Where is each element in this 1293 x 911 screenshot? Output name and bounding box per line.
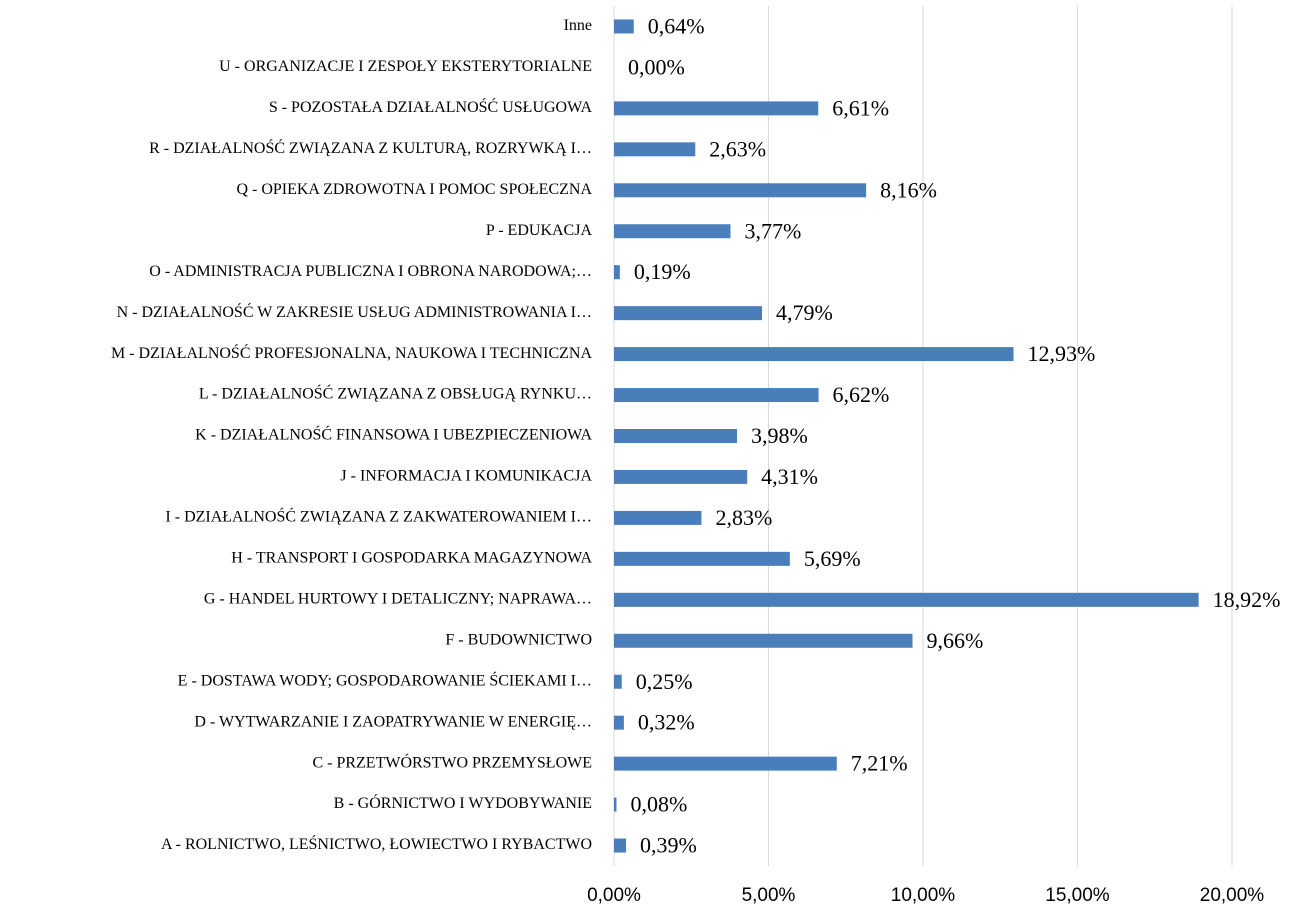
category-label: O - ADMINISTRACJA PUBLICZNA I OBRONA NAR…	[149, 263, 592, 280]
x-tick-label: 15,00%	[1045, 885, 1110, 906]
bar	[614, 183, 867, 198]
category-label: B - GÓRNICTWO I WYDOBYWANIE	[334, 793, 592, 812]
value-label: 0,64%	[648, 14, 705, 39]
category-label: E - DOSTAWA WODY; GOSPODAROWANIE ŚCIEKAM…	[178, 670, 592, 689]
bar	[614, 142, 696, 157]
bar	[614, 510, 702, 525]
bar	[614, 19, 634, 34]
value-label: 0,08%	[630, 792, 687, 817]
value-label: 0,00%	[628, 54, 685, 79]
bar	[614, 388, 819, 403]
x-tick-label: 0,00%	[587, 885, 641, 906]
bar	[614, 674, 622, 689]
value-label: 0,25%	[636, 669, 693, 694]
category-label: H - TRANSPORT I GOSPODARKA MAGAZYNOWA	[231, 550, 592, 567]
value-label: 6,62%	[833, 382, 890, 407]
value-label: 2,83%	[715, 505, 772, 530]
bar	[614, 429, 737, 443]
category-label: R - DZIAŁALNOŚĆ ZWIĄZANA Z KULTURĄ, ROZR…	[149, 138, 592, 157]
category-label: I - DZIAŁALNOŚĆ ZWIĄZANA Z ZAKWATEROWANI…	[165, 507, 592, 526]
x-tick-label: 20,00%	[1200, 885, 1265, 906]
bar	[614, 592, 1199, 607]
x-tick-label: 10,00%	[891, 885, 956, 906]
bar	[614, 469, 748, 484]
value-label: 7,21%	[851, 751, 908, 776]
bar	[614, 551, 790, 566]
value-label: 12,93%	[1028, 341, 1096, 366]
category-label: Inne	[564, 17, 592, 34]
bar	[614, 756, 837, 771]
value-label: 3,77%	[744, 218, 801, 243]
category-label: D - WYTWARZANIE I ZAOPATRYWANIE W ENERGI…	[194, 713, 592, 730]
value-label: 9,66%	[926, 628, 983, 653]
bar	[614, 633, 913, 648]
category-label: N - DZIAŁALNOŚĆ W ZAKRESIE USŁUG ADMINIS…	[117, 302, 592, 321]
category-label: K - DZIAŁALNOŚĆ FINANSOWA I UBEZPIECZENI…	[195, 425, 592, 444]
category-label: C - PRZETWÓRSTWO PRZEMYSŁOWE	[312, 752, 592, 771]
category-label: L - DZIAŁALNOŚĆ ZWIĄZANA Z OBSŁUGĄ RYNKU…	[199, 384, 592, 403]
category-label: P - EDUKACJA	[486, 222, 593, 239]
x-tick-label: 5,00%	[742, 885, 796, 906]
value-label: 2,63%	[709, 136, 766, 161]
value-label: 0,39%	[640, 833, 697, 858]
category-label: Q - OPIEKA ZDROWOTNA I POMOC SPOŁECZNA	[236, 181, 592, 198]
bar	[614, 306, 763, 321]
category-label: G - HANDEL HURTOWY I DETALICZNY; NAPRAWA…	[204, 590, 592, 607]
value-label: 5,69%	[804, 546, 861, 571]
value-label: 6,61%	[832, 95, 889, 120]
value-label: 3,98%	[751, 423, 808, 448]
bar	[614, 224, 731, 239]
bar	[614, 265, 620, 280]
category-label: S - POZOSTAŁA DZIAŁALNOŚĆ USŁUGOWA	[269, 97, 593, 116]
bar	[614, 797, 617, 812]
value-label: 4,79%	[776, 300, 833, 325]
value-label: 8,16%	[880, 177, 937, 202]
value-label: 18,92%	[1213, 587, 1281, 612]
category-label: A - ROLNICTWO, LEŚNICTWO, ŁOWIECTWO I RY…	[161, 834, 592, 853]
value-label: 0,32%	[638, 710, 695, 735]
bar	[614, 347, 1014, 362]
category-label: M - DZIAŁALNOŚĆ PROFESJONALNA, NAUKOWA I…	[111, 343, 592, 362]
category-label: F - BUDOWNICTWO	[445, 631, 592, 648]
category-label: U - ORGANIZACJE I ZESPOŁY EKSTERYTORIALN…	[219, 58, 592, 75]
bar	[614, 715, 624, 730]
value-label: 4,31%	[761, 464, 818, 489]
bar	[614, 101, 819, 116]
bar	[614, 838, 627, 853]
value-label: 0,19%	[634, 259, 691, 284]
category-label: J - INFORMACJA I KOMUNIKACJA	[340, 468, 592, 485]
